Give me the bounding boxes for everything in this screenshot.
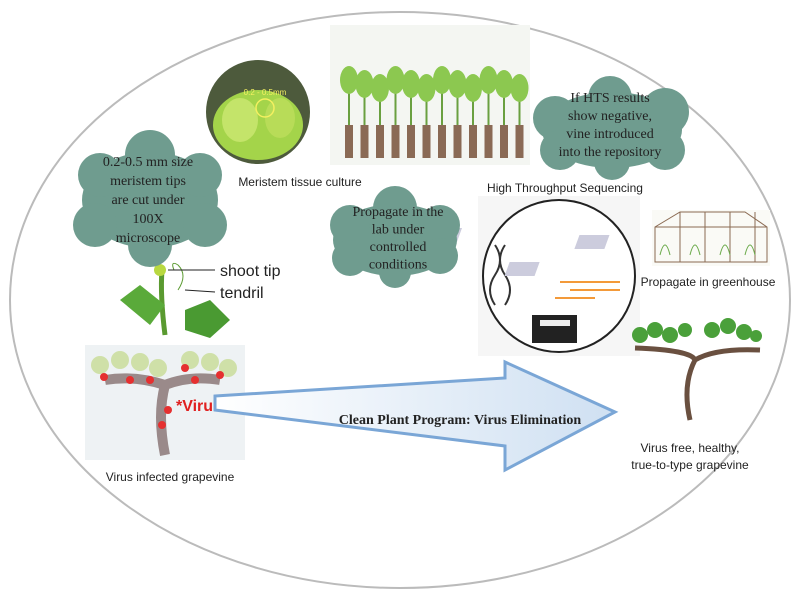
cloud-text: into the repository	[559, 145, 662, 160]
microscope-image: 0.2 - 0.5mm	[206, 60, 310, 164]
greenhouse-image	[652, 210, 770, 266]
process-arrow	[213, 359, 619, 473]
stem	[410, 90, 412, 125]
leaves	[371, 74, 389, 102]
leaves	[479, 66, 498, 94]
greenhouse-label: Propagate in greenhouse	[641, 275, 776, 289]
stem	[348, 90, 350, 125]
leaves	[495, 70, 513, 98]
cloud-text: show negative,	[568, 109, 652, 124]
leaves	[433, 66, 451, 94]
stem	[456, 90, 459, 125]
tube	[376, 125, 384, 158]
tendril-label: tendril	[220, 285, 264, 302]
cloud-text: 100X	[132, 212, 163, 227]
tube	[407, 125, 415, 158]
stem	[518, 90, 521, 125]
tube	[515, 125, 524, 158]
healthy-label: Virus free, healthy,	[641, 441, 740, 455]
cloud-text: conditions	[369, 258, 427, 273]
leaves	[417, 74, 436, 102]
cloud-text: If HTS results	[570, 91, 649, 106]
leaves	[355, 70, 374, 98]
stem	[394, 90, 397, 125]
outline-ellipse	[9, 11, 791, 589]
cloud-text: microscope	[116, 231, 181, 246]
cloud	[533, 76, 689, 180]
hts-label: High Throughput Sequencing	[487, 181, 643, 195]
hts-image	[426, 196, 640, 356]
stem	[472, 90, 474, 125]
stem	[441, 90, 443, 125]
stem	[425, 90, 428, 125]
stem	[487, 90, 490, 125]
leaves	[340, 66, 358, 94]
shoot-tip-image	[120, 262, 230, 338]
cloud-text: lab under	[372, 223, 425, 238]
tube	[391, 125, 400, 158]
meristem-image	[330, 25, 530, 165]
cloud-text: controlled	[370, 240, 427, 255]
tube	[360, 125, 369, 158]
cloud-text: meristem tips	[110, 174, 186, 189]
tube	[469, 125, 477, 158]
arrow-label: Clean Plant Program: Virus Elimination	[339, 413, 582, 428]
stem	[363, 90, 366, 125]
leaves	[448, 70, 467, 98]
meristem-label: Meristem tissue culture	[238, 175, 362, 189]
stem	[503, 90, 505, 125]
cloud-text: Propagate in the	[353, 205, 444, 220]
tube	[484, 125, 493, 158]
leaves	[386, 66, 405, 94]
infected-label: Virus infected grapevine	[106, 470, 235, 484]
tube	[500, 125, 508, 158]
micro-label: 0.2 - 0.5mm	[244, 88, 287, 97]
tube	[345, 125, 353, 158]
stem	[379, 90, 381, 125]
healthy-label: true-to-type grapevine	[631, 458, 749, 472]
cloud	[73, 130, 227, 267]
healthy-vine-image	[632, 318, 762, 421]
virus-tag: *Virus	[176, 398, 222, 415]
cloud-text: are cut under	[111, 193, 184, 208]
tube	[438, 125, 446, 158]
cloud-text: vine introduced	[566, 127, 653, 142]
tube	[422, 125, 431, 158]
cloud	[330, 186, 460, 288]
leaves	[510, 74, 529, 102]
leaves	[402, 70, 420, 98]
shoot-tip-label: shoot tip	[220, 263, 281, 280]
leaves	[464, 74, 482, 102]
cloud-text: 0.2-0.5 mm size	[103, 155, 193, 170]
tube	[453, 125, 462, 158]
